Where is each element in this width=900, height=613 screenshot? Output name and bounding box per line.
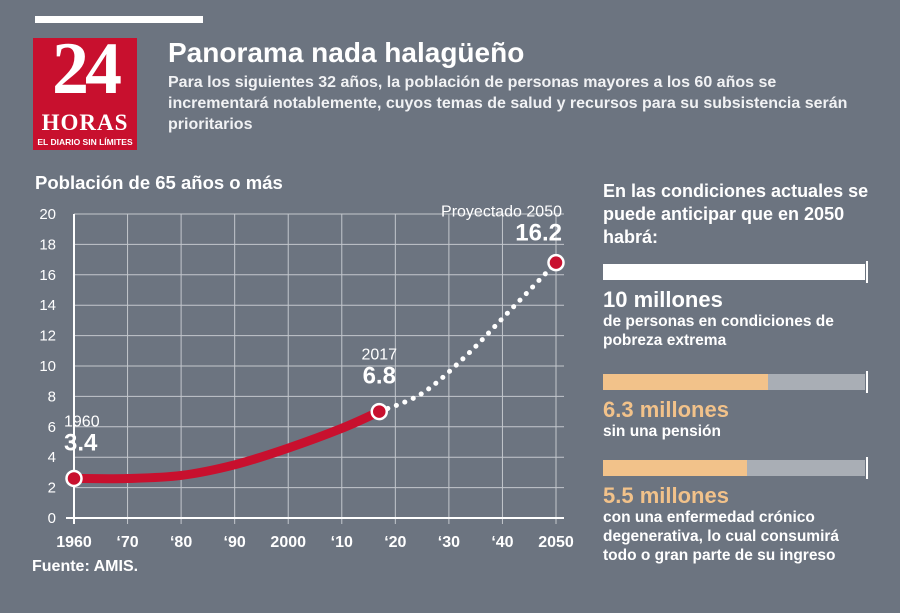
stat-description: de personas en condiciones de pobreza ex… xyxy=(603,313,834,349)
data-point-value: 3.4 xyxy=(64,429,98,456)
stat-bar-fill xyxy=(603,460,748,476)
stat-value: 10 millones xyxy=(603,287,723,312)
x-tick-label: ‘80 xyxy=(170,534,192,551)
data-point-year: Proyectado 2050 xyxy=(441,204,562,221)
x-tick-label: ‘70 xyxy=(116,534,138,551)
data-point-marker xyxy=(65,469,83,488)
stat-bar-fill xyxy=(603,264,865,280)
stat-chronic-disease: 5.5 millones con una enfermedad crónico … xyxy=(603,457,869,565)
brand-logo: 24 HORAS EL DIARIO SIN LÍMITES xyxy=(33,32,137,150)
x-tick-label: ‘90 xyxy=(224,534,246,551)
stat-bar-cap xyxy=(866,261,868,283)
stat-bar-fill xyxy=(603,374,769,390)
stat-poverty: 10 millones de personas en condiciones d… xyxy=(603,261,869,350)
data-point-marker xyxy=(370,402,389,421)
y-tick-label: 8 xyxy=(48,388,56,405)
data-point-value: 16.2 xyxy=(515,220,562,247)
y-tick-label: 10 xyxy=(39,358,56,375)
stat-value: 5.5 millones xyxy=(603,483,729,508)
x-tick-label: ‘40 xyxy=(491,534,513,551)
x-tick-label: ‘10 xyxy=(331,534,353,551)
data-point-marker xyxy=(547,253,565,272)
page-subtitle: Para los siguientes 32 años, la població… xyxy=(168,74,848,133)
panel-intro: En las condiciones actuales se puede ant… xyxy=(603,181,869,247)
projected-series-line xyxy=(376,260,559,415)
top-rule xyxy=(35,16,203,23)
y-tick-label: 14 xyxy=(39,297,56,314)
stat-description: con una enfermedad crónico degenerativa,… xyxy=(603,509,840,564)
stat-description: sin una pensión xyxy=(603,423,721,440)
y-tick-label: 6 xyxy=(48,419,56,436)
logo-tagline: EL DIARIO SIN LÍMITES xyxy=(37,137,133,147)
source-note: Fuente: AMIS. xyxy=(32,558,139,575)
x-tick-label: ‘30 xyxy=(438,534,460,551)
x-tick-label: ‘20 xyxy=(384,534,406,551)
logo-word: HORAS xyxy=(41,110,129,135)
logo-number: 24 xyxy=(52,28,122,110)
page-title: Panorama nada halagüeño xyxy=(168,37,525,68)
y-tick-label: 20 xyxy=(39,206,56,223)
y-tick-label: 18 xyxy=(39,236,56,253)
population-line-chart: 0 2 4 6 8 10 12 14 16 18 20 1960 ‘70 ‘80 ‘90 2000 ‘10 ‘20… xyxy=(39,204,574,551)
data-point-value: 6.8 xyxy=(363,363,396,390)
data-point-year: 2017 xyxy=(361,347,397,364)
x-tick-label: 2050 xyxy=(538,534,574,551)
stat-bar-cap xyxy=(866,457,868,479)
stat-value: 6.3 millones xyxy=(603,397,729,422)
y-tick-label: 4 xyxy=(48,449,56,466)
stat-no-pension: 6.3 millones sin una pensión xyxy=(603,371,869,441)
y-tick-label: 16 xyxy=(39,267,56,284)
y-tick-label: 12 xyxy=(39,328,56,345)
y-tick-label: 2 xyxy=(48,480,56,497)
stat-bar xyxy=(603,457,868,479)
stat-bar xyxy=(603,371,868,393)
y-tick-label: 0 xyxy=(48,510,56,527)
stat-bar xyxy=(603,261,868,283)
x-tick-label: 2000 xyxy=(270,534,306,551)
chart-title: Población de 65 años o más xyxy=(35,172,283,193)
x-tick-label: 1960 xyxy=(56,534,92,551)
stat-bar-cap xyxy=(866,371,868,393)
data-point-year: 1960 xyxy=(64,413,100,430)
historical-series-line xyxy=(69,407,384,484)
